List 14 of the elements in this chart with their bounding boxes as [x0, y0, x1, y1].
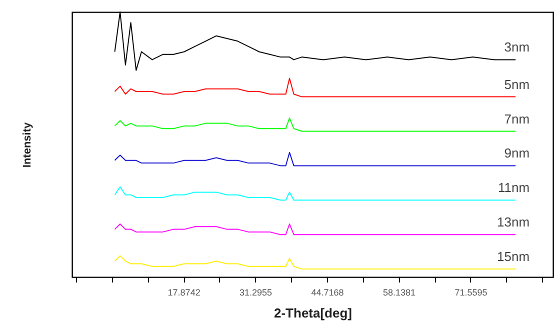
x-tick-label: 31.2955: [240, 288, 272, 298]
x-tick-label: 44.7168: [311, 288, 344, 298]
series-label: 3nm: [504, 40, 530, 55]
series-label: 13nm: [497, 214, 530, 230]
series-label: 7nm: [504, 111, 530, 126]
x-axis-title: 2-Theta[deg]: [274, 306, 352, 320]
x-tick-label: 17.8742: [168, 288, 200, 298]
series-label: 9nm: [504, 146, 530, 161]
x-tick-label: 71.5595: [454, 288, 488, 298]
series-label: 15nm: [497, 249, 530, 264]
series-label: 11nm: [498, 180, 530, 196]
series-label: 5nm: [504, 76, 530, 92]
y-axis-title: Intensity: [22, 122, 34, 168]
x-tick-label: 58.1381: [382, 288, 416, 298]
